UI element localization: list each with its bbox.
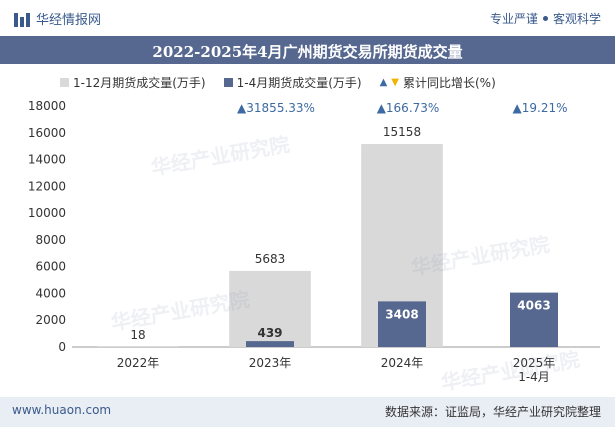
x-tick-label-3: 2025年 <box>513 356 556 370</box>
bar-series2-3 <box>510 292 558 347</box>
growth-label-1: ▲31855.33% <box>237 101 315 115</box>
brand-logo-icon <box>14 11 30 27</box>
y-tick-label-4: 8000 <box>35 233 66 247</box>
legend-swatch-series2 <box>223 78 233 87</box>
legend-down-triangle-icon: ▼ <box>391 76 399 88</box>
y-tick-label-1: 2000 <box>35 313 66 327</box>
legend-label-series3: 累计同比增长(%) <box>402 76 496 90</box>
bar-series2-1 <box>246 341 294 347</box>
data-label-series2-1: 439 <box>257 326 282 340</box>
slogan-left: 专业严谨 <box>489 12 538 26</box>
legend: 1-12月期货成交量(万手) 1-4月期货成交量(万手) ▲ ▼ 累计同比增长(… <box>60 74 514 91</box>
title-bar: 2022-2025年4月广州期货交易所期货成交量 <box>0 36 615 64</box>
top-bar: 华经情报网 专业严谨 客观科学 <box>0 0 615 36</box>
footer-source: 数据来源：证监局，华经产业研究院整理 <box>384 405 601 419</box>
y-tick-label-8: 16000 <box>28 126 66 140</box>
slogan: 专业严谨 客观科学 <box>490 10 601 27</box>
x-tick-label-0: 2022年 <box>117 356 160 370</box>
legend-label-series2: 1-4月期货成交量(万手) <box>236 76 362 90</box>
slogan-dot-icon <box>542 16 548 21</box>
y-tick-label-9: 18000 <box>28 99 66 113</box>
data-label-series1-1: 5683 <box>255 252 286 266</box>
chart-title: 2022-2025年4月广州期货交易所期货成交量 <box>152 43 463 61</box>
y-tick-label-0: 0 <box>58 340 66 354</box>
growth-label-2: ▲166.73% <box>377 101 440 115</box>
slogan-right: 客观科学 <box>552 12 601 26</box>
bar-chart: 0 2000 4000 6000 8000 10000 12000 14000 16000 180… <box>28 99 600 384</box>
legend-item-series2[interactable]: 1-4月期货成交量(万手) <box>223 74 362 91</box>
brand-name: 华经情报网 <box>36 13 102 28</box>
legend-swatch-series1 <box>60 78 69 87</box>
footer-site-link[interactable]: www.huaon.com <box>12 403 112 417</box>
brand[interactable]: 华经情报网 <box>14 9 101 28</box>
data-label-series1-2: 15158 <box>383 125 421 139</box>
legend-up-triangle-icon: ▲ <box>379 76 388 88</box>
y-tick-label-5: 10000 <box>28 206 66 220</box>
y-tick-label-6: 12000 <box>28 179 66 193</box>
legend-item-series3[interactable]: ▲ ▼ 累计同比增长(%) <box>380 74 496 91</box>
x-tick-label-2: 2024年 <box>381 356 424 370</box>
growth-label-3: ▲19.21% <box>513 101 568 115</box>
data-label-series1-0: 18 <box>130 328 145 342</box>
data-label-series2-2: 3408 <box>385 307 418 321</box>
legend-item-series1[interactable]: 1-12月期货成交量(万手) <box>60 74 206 91</box>
y-tick-label-7: 14000 <box>28 153 66 167</box>
data-label-series2-3: 4063 <box>517 299 550 313</box>
x-tick-label-1: 2023年 <box>249 356 292 370</box>
footer: www.huaon.com 数据来源：证监局，华经产业研究院整理 <box>0 397 615 427</box>
bar-series1-1 <box>229 270 311 347</box>
legend-label-series1: 1-12月期货成交量(万手) <box>73 76 206 90</box>
x-tick-label-3-line1: 1-4月 <box>518 370 550 384</box>
y-tick-label-2: 4000 <box>35 286 66 300</box>
bar-series2-2 <box>378 301 426 347</box>
y-tick-label-3: 6000 <box>35 260 66 274</box>
